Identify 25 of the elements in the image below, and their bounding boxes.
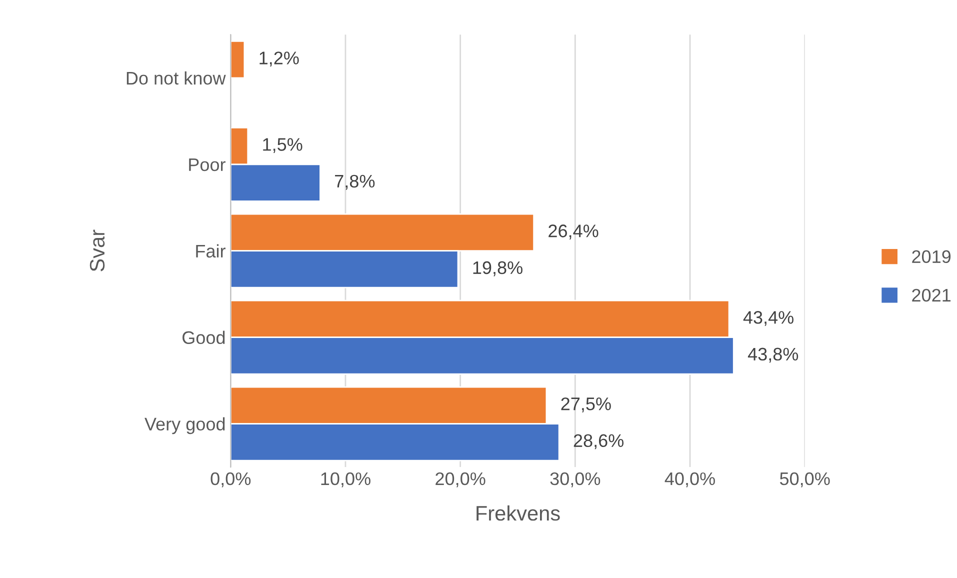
data-label: 19,8% (473, 261, 522, 276)
x-tick-label: 20,0% (436, 472, 486, 488)
x-axis-title: Frekvens (476, 505, 560, 521)
x-tick-label: 0,0% (210, 472, 251, 488)
data-label: 26,4% (548, 224, 598, 240)
data-label: 1,2% (260, 52, 299, 67)
data-label: 43,8% (748, 348, 798, 363)
data-label: 7,8% (335, 174, 375, 190)
y-tick-label: Good (182, 330, 225, 344)
y-tick-label: Fair (196, 244, 226, 258)
x-tick-label: 40,0% (664, 472, 715, 488)
legend-label: 2019 (912, 250, 951, 264)
x-tick-label: 50,0% (780, 472, 830, 488)
y-tick-label: Do not know (126, 71, 226, 85)
x-tick-label: 10,0% (321, 472, 370, 488)
data-label: 43,4% (743, 311, 794, 326)
data-label: 27,5% (561, 397, 611, 412)
x-tick-label: 30,0% (550, 472, 600, 488)
legend-label: 2021 (912, 288, 951, 302)
y-tick-label: Very good (144, 417, 225, 434)
data-label: 28,6% (574, 434, 624, 450)
y-axis-title: Svar (90, 230, 105, 272)
bar (230, 40, 246, 79)
y-tick-label: Poor (189, 158, 226, 172)
data-label: 1,5% (263, 138, 302, 153)
